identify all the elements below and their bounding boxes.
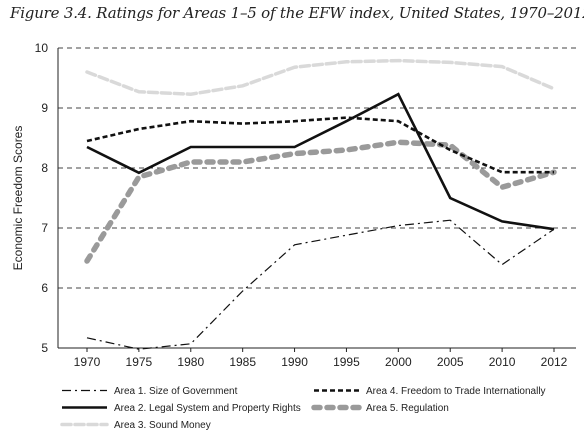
x-tick-label-1970: 1970 [74, 355, 101, 369]
legend-label-1: Area 1. Size of Government [114, 386, 238, 397]
x-tick-label-2010: 2010 [489, 355, 516, 369]
series-line-1 [86, 219, 555, 350]
y-tick-label-6: 6 [41, 281, 48, 295]
x-tick-label-2000: 2000 [385, 355, 412, 369]
chart-title: Figure 3.4. Ratings for Areas 1–5 of the… [10, 4, 584, 22]
series-line-5 [84, 139, 557, 264]
x-tick-label-1990: 1990 [281, 355, 308, 369]
legend-label-3: Area 3. Sound Money [114, 420, 211, 431]
y-tick-label-5: 5 [41, 341, 48, 355]
x-tick-label-2005: 2005 [437, 355, 464, 369]
series-lines [84, 58, 557, 350]
y-tick-label-8: 8 [41, 161, 48, 175]
y-tick-label-10: 10 [35, 41, 49, 55]
legend-label-4: Area 4. Freedom to Trade Internationally [366, 386, 546, 397]
series-line-4 [86, 116, 554, 174]
legend-label-5: Area 5. Regulation [366, 403, 449, 414]
series-line-2 [86, 92, 555, 231]
y-axis-label: Economic Freedom Scores [11, 126, 25, 271]
y-tick-label-7: 7 [41, 221, 48, 235]
series-line-3 [85, 58, 556, 96]
x-tick-label-2012: 2012 [541, 355, 568, 369]
axes: 5 6 7 8 9 10 1970 1975 1980 1985 1990 1995 2000 2005 2… [11, 41, 576, 369]
legend-label-2: Area 2. Legal System and Property Rights [114, 403, 301, 414]
y-tick-label-9: 9 [41, 101, 48, 115]
gridlines [58, 47, 576, 289]
x-tick-label-1975: 1975 [126, 355, 153, 369]
x-tick-label-1985: 1985 [229, 355, 256, 369]
legend: Area 1. Size of Government Area 4. Freedo… [60, 386, 546, 431]
x-tick-label-1980: 1980 [177, 355, 204, 369]
x-tick-label-1995: 1995 [333, 355, 360, 369]
